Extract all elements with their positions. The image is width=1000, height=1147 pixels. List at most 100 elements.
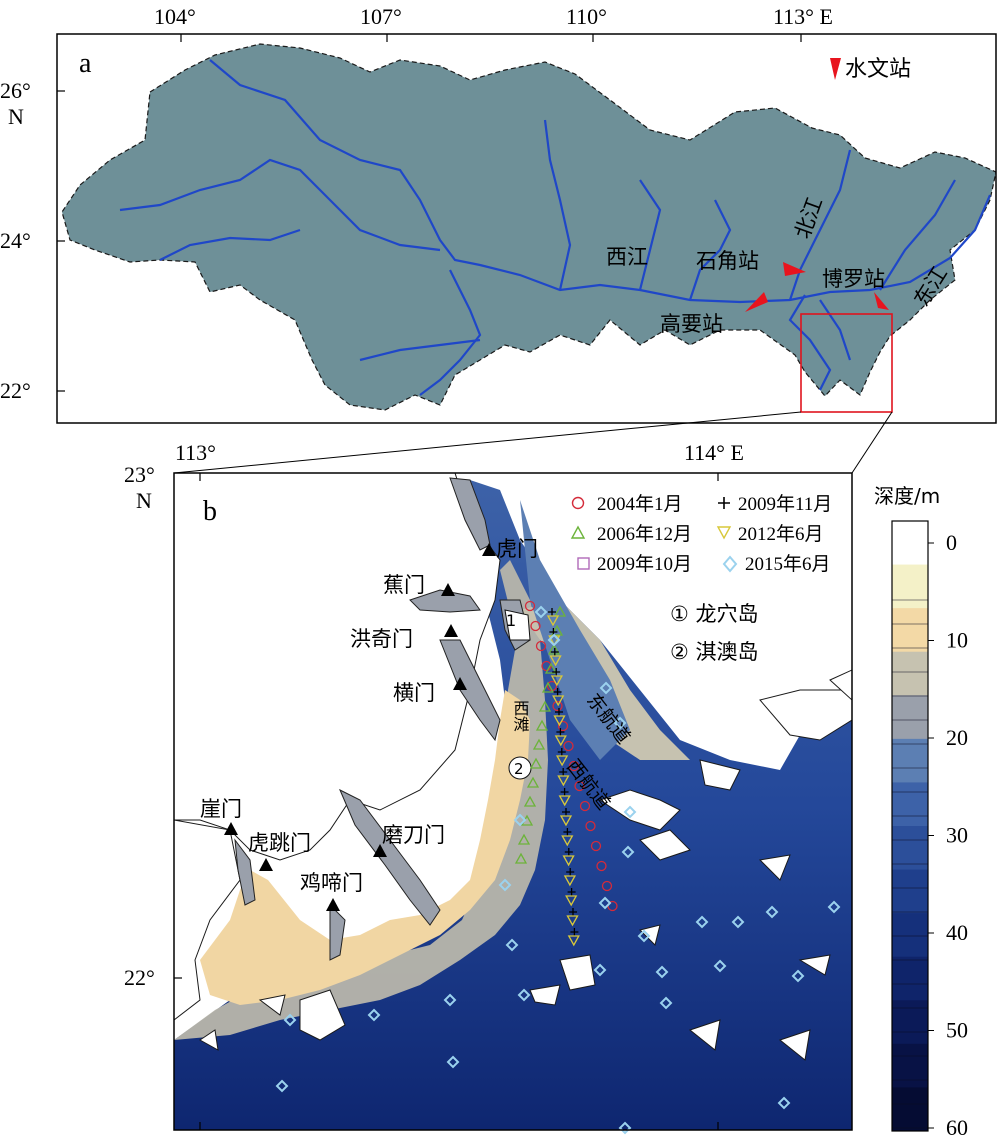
panel-b-label: b	[203, 496, 217, 527]
sample-point	[546, 615, 560, 627]
inset-connector-right	[851, 411, 893, 474]
sample-point	[574, 780, 585, 792]
legend-label-2009o: 2009年10月	[597, 553, 692, 575]
shoal-sand	[200, 690, 530, 1005]
sample-point	[535, 640, 547, 652]
island-mark-1: 1	[506, 611, 516, 630]
sample-point	[731, 915, 745, 929]
gate-label-hengmen: 横门	[393, 681, 435, 705]
colorbar-tick-label: 30	[946, 823, 968, 848]
lon-tick-b-0: 113°	[175, 440, 216, 465]
legend-label-2015: 2015年6月	[745, 553, 831, 575]
sampling-legend: 2004年1月 2009年11月 2006年12月 2012年6月 2009年1…	[570, 493, 832, 575]
colorbar-tick-label: 10	[946, 628, 968, 653]
colorbar-segment	[892, 826, 928, 871]
sample-point	[550, 648, 559, 656]
legend-station-icon	[830, 58, 841, 80]
sample-point	[529, 757, 543, 769]
sample-point	[541, 681, 555, 693]
sample-point	[532, 738, 546, 750]
sample-point	[596, 860, 607, 872]
sample-point	[695, 915, 709, 929]
legend-symbol-2015	[722, 555, 738, 573]
sample-point	[550, 675, 564, 687]
panel-b-frame	[173, 472, 853, 1131]
sample-point	[562, 808, 570, 816]
colorbar-tick-label: 0	[946, 530, 957, 555]
station-label-boluo: 博罗站	[822, 267, 885, 291]
sample-point	[563, 875, 577, 887]
legend-station-label: 水文站	[845, 57, 911, 82]
gate-label-jiaomen: 蕉门	[383, 573, 425, 597]
gate-label-jitimen: 鸡啼门	[300, 871, 363, 895]
lon-tick-a-1: 107°	[360, 4, 402, 29]
sample-point	[601, 880, 613, 892]
sample-point	[534, 605, 548, 619]
sample-point	[367, 1008, 381, 1022]
depth-colorbar: 深度/m 0 10 20 30 40 50 60	[874, 484, 968, 1140]
colorbar-segment	[892, 738, 928, 783]
colorbar-segment	[892, 913, 928, 958]
sample-point	[555, 708, 563, 716]
sample-point	[613, 716, 627, 730]
colorbar-segment	[892, 1000, 928, 1045]
island-mark-2: 2	[514, 760, 524, 778]
sample-point	[558, 795, 571, 807]
inner-waterways	[234, 477, 531, 961]
sample-point	[563, 828, 572, 836]
channel-east	[520, 500, 630, 760]
legend-label-2012: 2012年6月	[738, 523, 824, 545]
lat-unit-a: N	[8, 104, 24, 129]
sample-point	[557, 720, 569, 732]
gate-label-modaomen: 磨刀门	[382, 823, 445, 847]
sample-point	[553, 688, 562, 696]
sample-point	[555, 755, 569, 767]
sample-point	[553, 715, 566, 727]
sample-point	[541, 660, 552, 672]
sample-point	[618, 1121, 632, 1135]
sample-point	[827, 900, 841, 914]
gate-marker-hongqimen	[444, 624, 458, 637]
sample-point	[585, 820, 596, 832]
sample-point	[565, 895, 578, 907]
gate-marker-jiaomen	[441, 583, 455, 596]
inset-box	[800, 313, 893, 413]
sample-point	[553, 605, 567, 617]
gate-marker-yamen	[224, 822, 238, 835]
colorbar-frame	[891, 520, 929, 1132]
sample-point	[569, 908, 577, 916]
sample-point	[548, 608, 556, 616]
sample-point	[283, 1013, 297, 1027]
sample-point	[623, 805, 637, 819]
panel-a-frame	[56, 33, 997, 424]
sample-point	[526, 776, 540, 788]
sample-point	[593, 963, 607, 977]
panel-b: 1 2	[174, 473, 852, 1135]
sample-point	[713, 959, 727, 973]
sample-point	[566, 915, 579, 927]
shoal-edge	[504, 609, 531, 641]
sample-point	[568, 760, 580, 772]
sample-point	[559, 815, 573, 827]
colorbar-segment	[892, 956, 928, 1001]
sample-point	[557, 748, 566, 756]
colorbar-segment	[892, 1043, 928, 1088]
gate-marker-modaomen	[373, 844, 387, 857]
sample-points	[275, 600, 841, 1135]
sample-point	[513, 813, 527, 827]
sample-point	[567, 935, 580, 947]
legend-symbol-2009o	[577, 557, 590, 570]
legend-symbol-2004	[571, 496, 585, 510]
sample-point	[530, 620, 541, 632]
colorbar-segment	[892, 695, 928, 740]
station-label-gaoyao: 高要站	[660, 312, 723, 336]
station-shijiao	[783, 262, 806, 276]
colorbar-segment	[892, 782, 928, 827]
sample-point	[566, 868, 575, 876]
sample-point	[570, 928, 579, 936]
sample-point	[557, 775, 570, 787]
sample-point	[562, 855, 575, 867]
gate-marker-jitimen	[326, 898, 340, 911]
colorbar-segment	[892, 564, 928, 609]
lon-tick-a-0: 104°	[154, 4, 196, 29]
